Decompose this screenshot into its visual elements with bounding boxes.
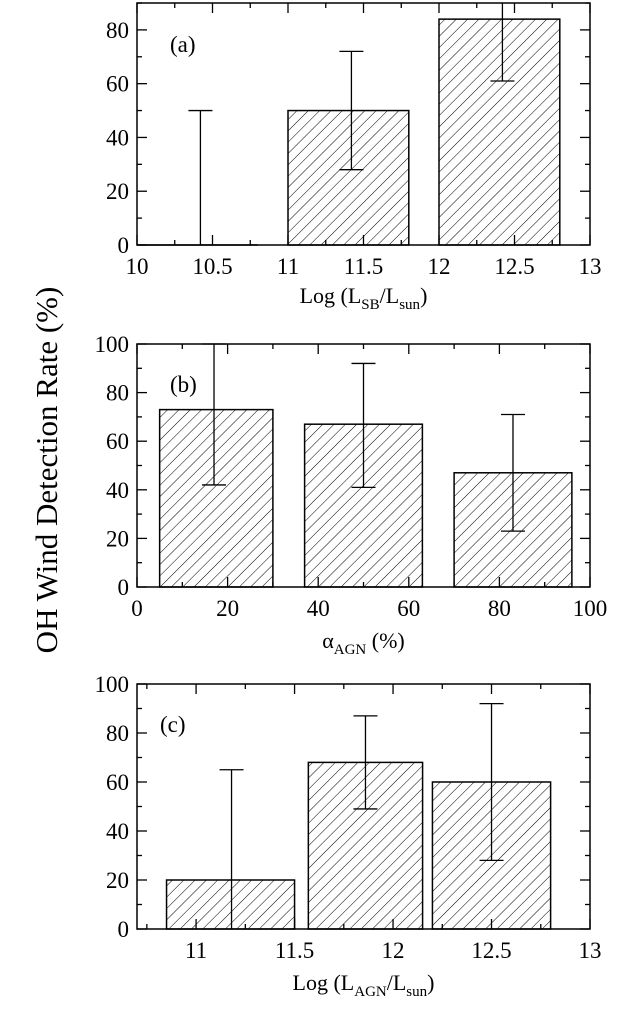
panel-a-ytick-label: 40 — [106, 125, 129, 150]
panel-a-xtick-label: 10 — [126, 254, 149, 279]
panel-b-xtick-label: 80 — [488, 596, 511, 621]
panel-c-tag: (c) — [160, 712, 186, 737]
panel-c-ytick-label: 20 — [106, 868, 129, 893]
panel-c-ytick-label: 40 — [106, 819, 129, 844]
panel-c-ytick-label: 60 — [106, 770, 129, 795]
panel-c-xtick-label: 13 — [579, 938, 602, 963]
panel-a-ytick-label: 80 — [106, 18, 129, 43]
panel-a-ytick-label: 0 — [118, 233, 130, 258]
panel-c-ytick-label: 0 — [118, 917, 130, 942]
panel-c-xtick-label: 11.5 — [275, 938, 314, 963]
panel-a-bar-2 — [287, 109, 410, 246]
panel-b-ytick-label: 20 — [106, 526, 129, 551]
panel-a-xtick-label: 11.5 — [344, 254, 383, 279]
panel-a-ytick-label: 60 — [106, 72, 129, 97]
panel-a: 10 10.5 11 11.5 12 12.5 13 0 20 40 60 80 (a) Log (LSB… — [106, 2, 602, 313]
panel-a-x-axis-label-subscript: sun — [399, 297, 420, 313]
panel-a-x-axis-label-subscript: SB — [361, 297, 379, 313]
panel-b-ytick-label: 60 — [106, 429, 129, 454]
panel-c-x-axis-label-part: /L — [387, 970, 407, 995]
panel-c-bar-1 — [165, 879, 296, 930]
panel-c-ytick-label: 80 — [106, 721, 129, 746]
panel-c: 11 11.5 12 12.5 13 0 20 40 60 80 100 (c) Log (LAGN/L… — [95, 672, 602, 1000]
panel-b-bar-1 — [158, 408, 274, 588]
panel-c-x-axis-label: Log (LAGN/Lsun) — [293, 970, 435, 1000]
panel-a-x-axis-label-part: Log (L — [300, 283, 362, 308]
panel-b: 0 20 40 60 80 100 0 20 40 60 80 100 (b) αAGN (%) — [95, 332, 608, 658]
panel-a-x-axis-label: Log (LSB/Lsun) — [300, 283, 428, 313]
panel-a-ytick-label: 20 — [106, 179, 129, 204]
panel-b-ytick-label: 80 — [106, 381, 129, 406]
panel-c-xtick-label: 11 — [185, 938, 207, 963]
panel-c-xtick-label: 12.5 — [471, 938, 511, 963]
panel-b-ytick-label: 40 — [106, 478, 129, 503]
panel-a-xtick-label: 12.5 — [494, 254, 534, 279]
panel-c-xtick-label: 12 — [382, 938, 405, 963]
panel-b-x-axis-label-part: (%) — [366, 628, 404, 653]
panel-c-x-axis-label-part: ) — [427, 970, 434, 995]
panel-b-x-axis-label: αAGN (%) — [322, 628, 405, 658]
panel-b-xtick-label: 100 — [573, 596, 608, 621]
panel-c-x-axis-label-subscript: sun — [406, 984, 427, 1000]
panel-a-bar-3 — [438, 18, 561, 246]
panel-c-x-axis-label-subscript: AGN — [354, 984, 387, 1000]
panel-b-xtick-label: 40 — [307, 596, 330, 621]
panel-b-x-axis-label-part: α — [322, 628, 334, 653]
panel-b-xtick-label: 20 — [216, 596, 239, 621]
panel-b-tag: (b) — [170, 372, 197, 397]
panel-a-xtick-label: 10.5 — [192, 254, 232, 279]
panel-a-tag: (a) — [170, 32, 196, 57]
panel-b-xtick-label: 60 — [397, 596, 420, 621]
panel-a-xtick-label: 13 — [579, 254, 602, 279]
panel-a-xtick-label: 11 — [277, 254, 299, 279]
panel-a-x-axis-label-part: ) — [420, 283, 427, 308]
panel-a-xtick-label: 12 — [428, 254, 451, 279]
panel-c-x-axis-label-part: Log (L — [293, 970, 355, 995]
y-axis-label: OH Wind Detection Rate (%) — [29, 287, 64, 654]
panel-c-ytick-label: 100 — [95, 672, 130, 697]
panel-a-x-axis-label-part: /L — [380, 283, 400, 308]
panel-b-ytick-label: 100 — [95, 332, 130, 357]
panel-b-ytick-label: 0 — [118, 575, 130, 600]
panel-b-xtick-label: 0 — [131, 596, 143, 621]
panel-b-x-axis-label-subscript: AGN — [334, 642, 367, 658]
